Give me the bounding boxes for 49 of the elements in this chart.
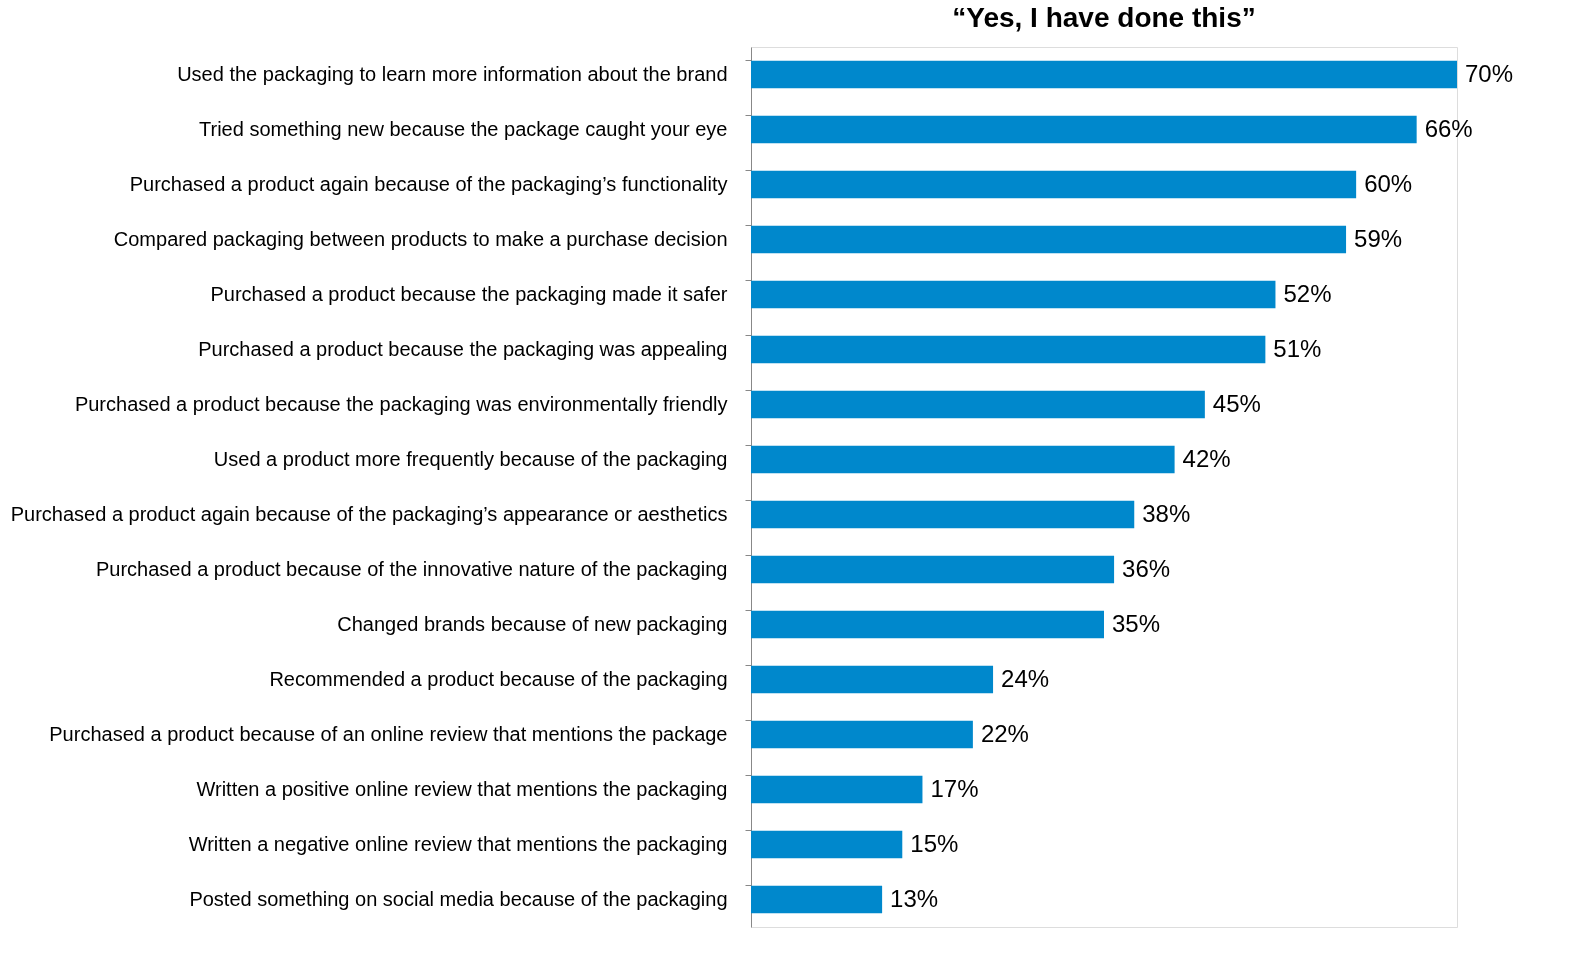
y-tick-label: Posted something on social media because of the packaging	[189, 887, 728, 910]
bar	[751, 335, 1266, 364]
data-label: 17%	[930, 774, 979, 802]
data-label: 35%	[1112, 609, 1161, 637]
y-tick-label: Recommended a product because of the packaging	[269, 667, 728, 690]
data-label: 38%	[1142, 499, 1191, 527]
y-tick-label: Changed brands because of new packaging	[337, 612, 728, 635]
y-tick-label: Used the packaging to learn more information about the brand	[177, 62, 728, 85]
y-tick-label: Purchased a product again because of the packaging’s appearance or aesthetics	[10, 502, 728, 525]
data-label: 59%	[1354, 224, 1403, 252]
data-label: 15%	[910, 829, 959, 857]
data-label: 66%	[1424, 114, 1473, 142]
bar	[751, 280, 1276, 309]
bar	[751, 610, 1104, 639]
data-label: 45%	[1212, 389, 1261, 417]
chart-title: “Yes, I have done this”	[952, 2, 1256, 33]
bar	[751, 555, 1115, 584]
bar	[751, 830, 903, 859]
y-tick-label: Tried something new because the package caught your eye	[199, 117, 728, 140]
data-label: 60%	[1364, 169, 1413, 197]
bar	[751, 115, 1417, 144]
y-tick-label: Written a positive online review that mentions the packaging	[196, 777, 728, 800]
bar	[751, 665, 994, 694]
y-tick-label: Compared packaging between products to make a purchase decision	[113, 227, 728, 250]
data-label: 70%	[1465, 59, 1514, 87]
bar	[751, 60, 1457, 89]
y-tick-label: Used a product more frequently because of the packaging	[213, 447, 728, 470]
y-tick-label: Purchased a product again because of the packaging’s functionality	[129, 172, 728, 195]
y-tick-label: Purchased a product because the packaging was appealing	[198, 337, 728, 360]
y-tick-label: Written a negative online review that mentions the packaging	[188, 832, 728, 855]
bar	[751, 390, 1205, 419]
data-label: 51%	[1273, 334, 1322, 362]
data-label: 13%	[890, 884, 939, 912]
data-label: 24%	[1001, 664, 1050, 692]
data-label: 36%	[1122, 554, 1171, 582]
bar	[751, 885, 883, 914]
bar	[751, 775, 923, 804]
y-tick-label: Purchased a product because of an online review that mentions the package	[49, 722, 728, 745]
bar	[751, 170, 1357, 199]
bar	[751, 720, 973, 749]
y-tick-label: Purchased a product because of the innovative nature of the packaging	[95, 557, 728, 580]
bar	[751, 225, 1347, 254]
bar	[751, 445, 1175, 474]
data-label: 52%	[1283, 279, 1332, 307]
bar	[751, 500, 1135, 529]
data-label: 22%	[980, 719, 1029, 747]
y-tick-label: Purchased a product because the packaging made it safer	[210, 282, 728, 305]
data-label: 42%	[1182, 444, 1231, 472]
y-tick-label: Purchased a product because the packaging was environmentally friendly	[74, 392, 728, 415]
